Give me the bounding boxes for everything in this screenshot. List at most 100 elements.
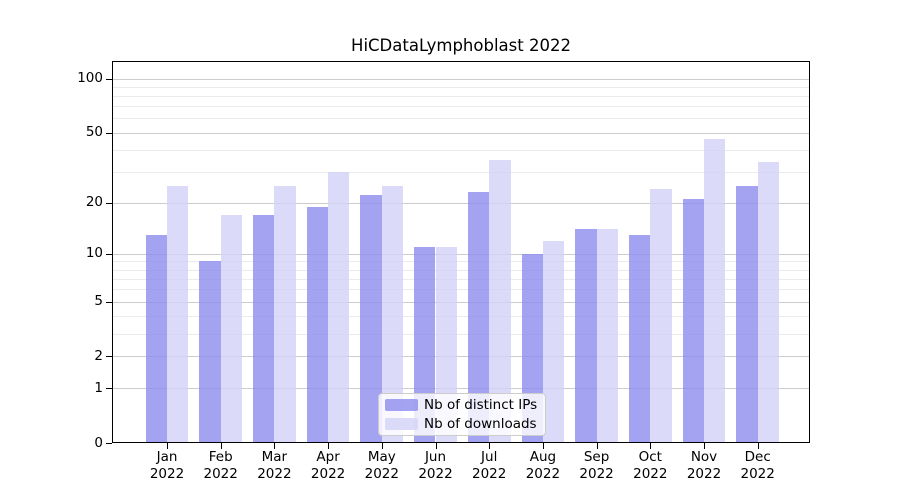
y-axis-tick-label: 1 bbox=[94, 380, 103, 396]
bar-nb-of-downloads-apr bbox=[328, 171, 350, 442]
bar-nb-of-downloads-jul bbox=[489, 160, 511, 442]
gridline-minor bbox=[113, 289, 809, 291]
x-axis-tick bbox=[596, 443, 598, 449]
legend-item-distinct-ips: Nb of distinct IPs bbox=[385, 397, 539, 413]
x-axis-tick-year: 2022 bbox=[257, 465, 292, 482]
gridline-minor bbox=[113, 333, 809, 335]
x-axis-tick-label: Jul 2022 bbox=[461, 449, 517, 482]
y-axis-tick-label: 10 bbox=[85, 245, 103, 262]
x-axis-tick-month: Dec bbox=[744, 449, 771, 465]
x-axis-tick-label: May 2022 bbox=[354, 449, 410, 482]
bar-nb-of-downloads-nov bbox=[704, 139, 726, 442]
x-axis-tick-month: Aug bbox=[529, 449, 557, 465]
x-axis-tick-year: 2022 bbox=[525, 465, 561, 482]
x-axis-tick-month: May bbox=[367, 449, 396, 465]
x-axis-tick-year: 2022 bbox=[472, 465, 507, 482]
bar-nb-of-downloads-aug bbox=[542, 240, 565, 442]
gridline-major bbox=[113, 132, 809, 134]
y-axis-tick-label: 2 bbox=[94, 348, 103, 364]
x-axis-tick-year: 2022 bbox=[686, 465, 722, 482]
x-axis-tick-year: 2022 bbox=[579, 465, 614, 482]
y-axis-tick-label: 100 bbox=[77, 70, 103, 87]
x-axis-tick-label: Nov 2022 bbox=[676, 449, 732, 482]
x-axis-tick-month: Oct bbox=[638, 449, 662, 465]
bar-nb-of-distinct-ips-nov bbox=[682, 198, 704, 442]
gridline-minor bbox=[113, 118, 809, 120]
x-axis-tick bbox=[489, 443, 491, 449]
x-axis-tick bbox=[542, 443, 544, 449]
bar-nb-of-downloads-feb bbox=[220, 214, 243, 442]
x-axis-tick-month: Mar bbox=[261, 449, 288, 465]
x-axis-tick bbox=[435, 443, 437, 449]
y-axis-tick-label: 20 bbox=[85, 194, 103, 211]
legend-swatch-distinct-ips bbox=[385, 399, 418, 411]
y-axis-tick-label: 0 bbox=[94, 434, 103, 451]
bar-nb-of-distinct-ips-jul bbox=[467, 192, 490, 442]
x-axis-tick bbox=[704, 443, 705, 449]
x-axis-tick-month: Jul bbox=[481, 449, 498, 465]
y-axis-tick-label: 5 bbox=[94, 293, 103, 310]
gridline-major bbox=[113, 253, 809, 255]
x-axis-tick-month: Feb bbox=[208, 449, 233, 465]
y-axis-tick bbox=[106, 443, 112, 444]
x-axis-tick bbox=[274, 443, 276, 449]
gridline-minor bbox=[113, 171, 809, 173]
gridline-minor bbox=[113, 106, 809, 108]
bar-nb-of-distinct-ips-apr bbox=[306, 206, 329, 442]
gridline-major bbox=[113, 301, 809, 303]
x-axis-tick-month: Sep bbox=[583, 449, 610, 465]
bar-nb-of-downloads-may bbox=[381, 185, 404, 442]
x-axis-tick-month: Jan bbox=[156, 449, 178, 465]
bar-nb-of-distinct-ips-mar bbox=[253, 214, 275, 442]
x-axis-tick bbox=[650, 443, 652, 449]
legend: Nb of distinct IPs Nb of downloads bbox=[378, 393, 546, 436]
x-axis-tick bbox=[167, 443, 168, 449]
x-axis-tick-year: 2022 bbox=[364, 465, 399, 482]
gridline-minor bbox=[113, 261, 809, 263]
bar-nb-of-distinct-ips-feb bbox=[199, 261, 221, 442]
x-axis-tick-year: 2022 bbox=[203, 465, 238, 482]
gridline-major bbox=[113, 388, 809, 390]
bar-nb-of-downloads-sep bbox=[596, 229, 618, 442]
bar-nb-of-downloads-mar bbox=[274, 185, 296, 442]
y-axis-tick bbox=[106, 132, 112, 134]
x-axis-tick-label: Dec 2022 bbox=[730, 449, 786, 482]
y-axis-tick bbox=[106, 253, 112, 255]
x-axis-tick-year: 2022 bbox=[633, 465, 668, 482]
bar-nb-of-distinct-ips-dec bbox=[736, 185, 758, 442]
legend-swatch-downloads bbox=[385, 418, 418, 430]
x-axis-tick-label: Oct 2022 bbox=[622, 449, 678, 482]
bar-nb-of-downloads-jan bbox=[167, 185, 189, 442]
legend-item-downloads: Nb of downloads bbox=[385, 416, 539, 432]
legend-label-distinct-ips: Nb of distinct IPs bbox=[424, 397, 538, 413]
y-axis-tick bbox=[106, 356, 112, 358]
bar-nb-of-downloads-oct bbox=[650, 188, 672, 442]
x-axis-tick bbox=[757, 443, 759, 449]
x-axis-tick-year: 2022 bbox=[310, 465, 346, 482]
gridline-minor bbox=[113, 96, 809, 97]
x-axis-tick-month: Jun bbox=[424, 449, 447, 465]
x-axis-tick-label: Feb 2022 bbox=[193, 449, 249, 482]
x-axis-tick bbox=[328, 443, 330, 449]
gridline-minor bbox=[113, 86, 809, 88]
x-axis-tick-label: Apr 2022 bbox=[300, 449, 356, 482]
bar-nb-of-distinct-ips-jan bbox=[145, 234, 167, 442]
y-axis-tick bbox=[106, 388, 112, 390]
bar-nb-of-distinct-ips-oct bbox=[628, 234, 651, 442]
gridline-major bbox=[113, 202, 809, 204]
x-axis-tick-label: Aug 2022 bbox=[515, 449, 571, 482]
x-axis-tick-year: 2022 bbox=[149, 465, 185, 482]
gridline-minor bbox=[113, 278, 809, 280]
gridline-minor bbox=[113, 269, 809, 271]
x-axis-tick-month: Nov bbox=[690, 449, 718, 465]
x-axis-tick-year: 2022 bbox=[418, 465, 453, 482]
x-axis-tick bbox=[220, 443, 222, 449]
gridline-minor bbox=[113, 315, 809, 317]
y-axis-tick-label: 50 bbox=[85, 124, 103, 141]
x-axis-tick-year: 2022 bbox=[740, 465, 775, 482]
legend-label-downloads: Nb of downloads bbox=[424, 416, 537, 432]
x-axis-tick-label: Mar 2022 bbox=[246, 449, 302, 482]
chart-title: HiCDataLymphoblast 2022 bbox=[351, 36, 571, 55]
x-axis-tick-label: Jan 2022 bbox=[139, 449, 195, 482]
